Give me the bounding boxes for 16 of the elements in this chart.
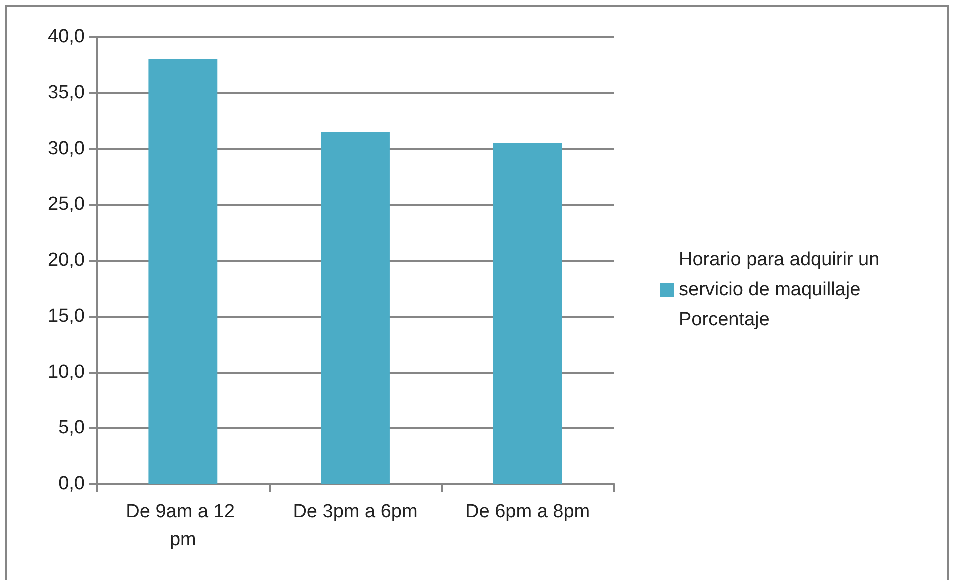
bar	[148, 59, 218, 484]
y-tick-label: 40,0	[48, 26, 85, 48]
y-tick-label: 15,0	[48, 306, 85, 327]
legend-label: Horario para adquirir un servicio de maquillaje Porcentaje	[679, 250, 885, 330]
x-tick-label: De 6pm a 8pm	[466, 502, 590, 522]
y-tick-label: 20,0	[48, 250, 85, 271]
bar	[493, 143, 562, 484]
y-tick-label: 35,0	[48, 82, 85, 104]
y-tick-label: 5,0	[58, 418, 85, 439]
y-tick-label: 0,0	[58, 474, 85, 494]
x-tick-label: De 9am a 12 pm	[126, 502, 240, 550]
y-tick-label: 30,0	[48, 138, 85, 160]
x-tick-label: De 3pm a 6pm	[293, 502, 418, 522]
y-tick-label: 10,0	[48, 362, 85, 383]
bar	[321, 132, 390, 484]
y-tick-label: 25,0	[48, 194, 85, 216]
